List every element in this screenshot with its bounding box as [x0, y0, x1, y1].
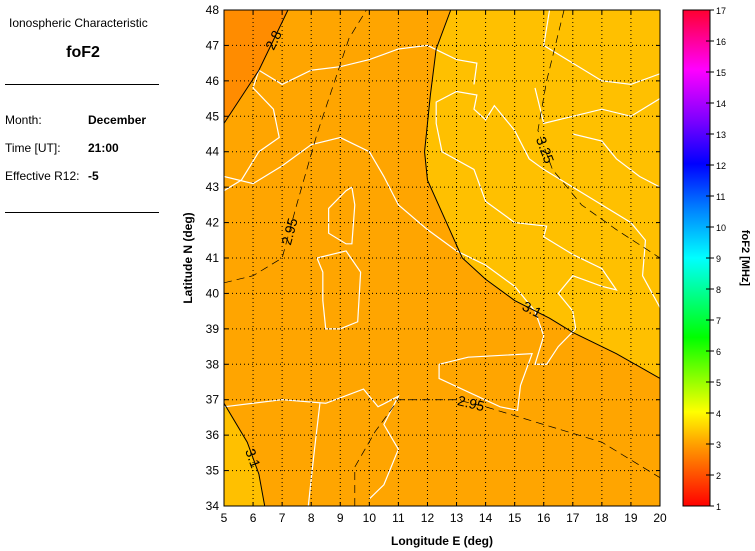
x-tick-label: 6	[250, 511, 257, 525]
x-tick-label: 17	[566, 511, 580, 525]
colorbar-label: foF2 [MHz]	[739, 230, 751, 287]
contour-line-2.8	[224, 10, 289, 124]
x-tick-label: 9	[337, 511, 344, 525]
contour-line-3.1	[424, 10, 660, 379]
r12-label: Effective R12:	[5, 169, 80, 183]
coastline	[328, 186, 356, 245]
x-tick-label: 10	[363, 511, 377, 525]
coastline	[572, 133, 660, 188]
contour-line-2.95	[224, 10, 367, 284]
y-tick-label: 35	[206, 464, 220, 478]
colorbar-tick-label: 5	[716, 378, 721, 388]
month-label: Month:	[5, 113, 42, 127]
contour-line-3.25	[537, 10, 660, 259]
y-axis-label: Latitude N (deg)	[181, 212, 195, 303]
colorbar-tick-label: 1	[716, 502, 721, 512]
contour-label: 3.1	[242, 446, 264, 470]
contour-label: 2.8	[262, 28, 285, 53]
divider	[5, 84, 159, 85]
x-tick-label: 16	[537, 511, 551, 525]
x-tick-label: 20	[653, 511, 667, 525]
colorbar-tick-label: 12	[716, 161, 726, 171]
contour-line-2.95	[354, 399, 660, 506]
colorbar-tick-label: 3	[716, 440, 721, 450]
time-label: Time [UT]:	[5, 141, 61, 155]
y-tick-label: 47	[206, 38, 220, 52]
divider	[5, 212, 159, 213]
x-tick-label: 8	[308, 511, 315, 525]
colorbar-tick-label: 14	[716, 99, 726, 109]
coastline	[438, 353, 533, 412]
r12-value: -5	[88, 169, 99, 183]
x-tick-label: 7	[279, 511, 286, 525]
month-value: December	[88, 113, 147, 127]
colorbar-tick-label: 9	[716, 254, 721, 264]
colorbar-tick-label: 10	[716, 223, 726, 233]
x-tick-label: 13	[450, 511, 464, 525]
y-tick-label: 39	[206, 322, 220, 336]
y-tick-label: 38	[206, 357, 220, 371]
y-tick-label: 34	[206, 499, 220, 513]
colorbar-tick-label: 15	[716, 68, 726, 78]
coastline	[224, 388, 400, 500]
x-tick-label: 11	[392, 511, 405, 525]
y-tick-label: 45	[206, 109, 220, 123]
y-tick-label: 46	[206, 74, 220, 88]
coastline	[224, 44, 478, 192]
colorbar-tick-label: 13	[716, 130, 726, 140]
y-tick-label: 42	[206, 216, 220, 230]
heading: Ionospheric Characteristic	[9, 16, 148, 30]
coastline	[307, 403, 321, 506]
colorbar-tick-label: 4	[716, 409, 721, 419]
characteristic-title: foF2	[66, 44, 100, 61]
coastline	[534, 87, 660, 125]
y-tick-label: 41	[206, 251, 220, 265]
x-tick-label: 5	[221, 511, 228, 525]
y-tick-label: 43	[206, 180, 220, 194]
x-axis-label: Longitude E (deg)	[391, 534, 493, 548]
y-tick-label: 48	[206, 3, 220, 17]
x-tick-label: 15	[508, 511, 522, 525]
contour-label: 3.1	[520, 298, 545, 321]
coastline	[543, 10, 660, 86]
x-tick-label: 12	[421, 511, 435, 525]
x-tick-label: 14	[479, 511, 493, 525]
region-low	[224, 10, 288, 124]
time-value: 21:00	[88, 141, 119, 155]
y-tick-label: 44	[206, 145, 220, 159]
contour-label: 2.95	[278, 216, 301, 247]
x-tick-label: 18	[595, 511, 609, 525]
contour-line-3.1	[224, 403, 266, 506]
colorbar-tick-label: 6	[716, 347, 721, 357]
y-tick-label: 36	[206, 428, 220, 442]
y-tick-label: 40	[206, 286, 220, 300]
colorbar-tick-label: 11	[716, 192, 725, 202]
colorbar-tick-label: 2	[716, 471, 721, 481]
colorbar-tick-label: 16	[716, 37, 726, 47]
y-tick-label: 37	[206, 393, 220, 407]
x-tick-label: 19	[624, 511, 638, 525]
coastline	[224, 90, 660, 365]
colorbar	[682, 9, 711, 507]
colorbar-tick-label: 7	[716, 316, 721, 326]
region-high	[224, 403, 265, 506]
colorbar-tick-label: 8	[716, 285, 721, 295]
contour-label: 2.95	[456, 392, 486, 414]
colorbar-tick-label: 17	[716, 6, 726, 16]
